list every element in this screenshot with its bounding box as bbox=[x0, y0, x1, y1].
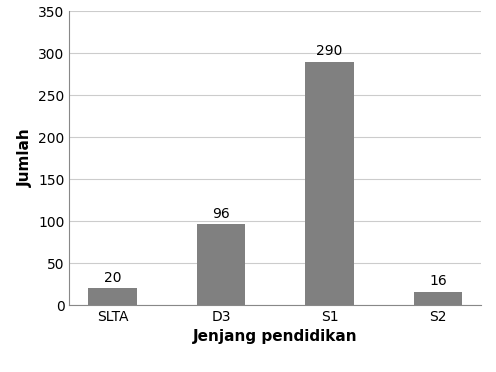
Text: 290: 290 bbox=[316, 44, 343, 58]
Bar bbox=[305, 61, 354, 305]
Text: 96: 96 bbox=[212, 207, 230, 221]
Y-axis label: Jumlah: Jumlah bbox=[18, 129, 33, 187]
X-axis label: Jenjang pendidikan: Jenjang pendidikan bbox=[193, 330, 358, 344]
Text: 16: 16 bbox=[429, 274, 447, 288]
Bar bbox=[196, 224, 246, 305]
Text: 20: 20 bbox=[104, 271, 122, 285]
Bar bbox=[414, 292, 462, 305]
Bar bbox=[88, 288, 137, 305]
